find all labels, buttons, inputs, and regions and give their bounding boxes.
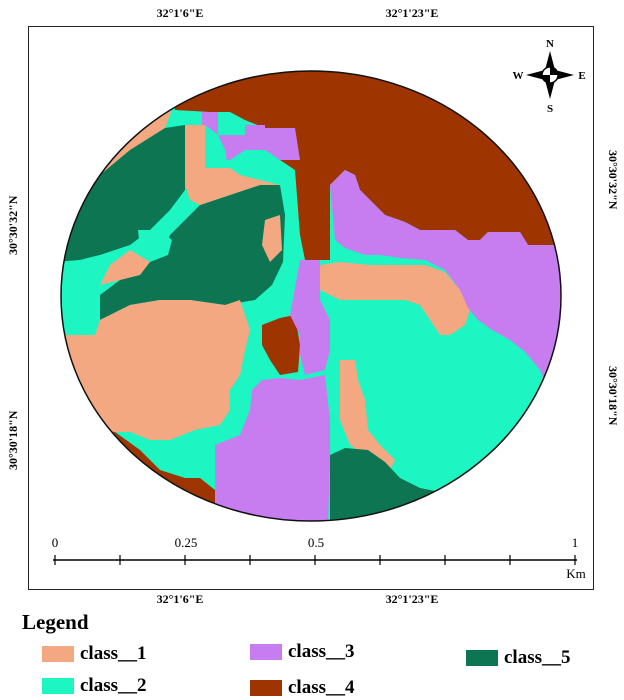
legend-swatch	[42, 678, 74, 694]
scale-tick-label: 0.5	[308, 535, 324, 550]
class-2-region	[138, 230, 172, 262]
class-5-region	[61, 125, 185, 262]
class-1-region	[61, 300, 250, 440]
class-1-region	[185, 125, 280, 205]
legend-swatch	[42, 646, 74, 662]
compass-n: N	[546, 38, 554, 50]
legend-swatch	[466, 650, 498, 666]
coord-top-1: 32°1'6"E	[156, 6, 204, 20]
class-1-region	[320, 262, 470, 335]
class-3-region	[290, 260, 330, 375]
class-2-region	[61, 255, 110, 335]
class-3-region	[215, 375, 330, 521]
class-5-region	[100, 185, 285, 320]
legend-item-class-5: class__5	[466, 646, 571, 670]
class-3-region	[330, 170, 561, 390]
class-1-region	[100, 250, 150, 285]
coord-top-2: 32°1'23"E	[385, 6, 439, 20]
scale-tick-label: 0.25	[175, 535, 198, 550]
scale-bar: 0 0.25 0.5 1 Km	[52, 535, 586, 581]
legend-item-class-1: class__1	[42, 642, 147, 666]
study-area-boundary	[60, 70, 562, 522]
class-4-region	[262, 315, 300, 375]
coord-bottom-2: 32°1'23"E	[385, 592, 439, 606]
legend-label: class__3	[288, 641, 355, 662]
compass-e: E	[578, 70, 585, 82]
legend-label: class__5	[504, 647, 571, 668]
legend-title: Legend	[22, 610, 89, 634]
legend-label: class__2	[80, 675, 147, 696]
class-2-region	[205, 125, 228, 168]
legend-item-class-3: class__3	[250, 640, 355, 664]
class-1-region	[340, 360, 395, 470]
legend-label: class__1	[80, 643, 147, 664]
compass-s: S	[547, 103, 553, 115]
legend-item-class-4: class__4	[250, 676, 355, 700]
class-3-region	[202, 112, 300, 160]
compass-w: W	[513, 70, 524, 82]
coord-bottom-1: 32°1'6"E	[156, 592, 204, 606]
scale-tick-label: 0	[52, 535, 59, 550]
legend-item-class-2: class__2	[42, 674, 147, 698]
legend-swatch	[250, 680, 282, 696]
class-1-region	[262, 215, 282, 262]
map-frame	[28, 26, 594, 590]
classification-map	[61, 71, 561, 521]
legend-label: class__4	[288, 677, 355, 698]
legend-swatch	[250, 644, 282, 660]
scale-tick-label: 1	[572, 535, 579, 550]
compass-rose-icon: N S E W	[513, 38, 586, 115]
scale-unit: Km	[566, 566, 586, 581]
